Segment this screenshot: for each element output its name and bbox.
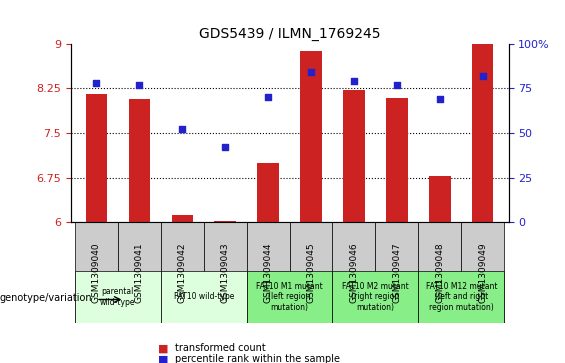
Bar bbox=[332, 271, 418, 323]
Text: GSM1309045: GSM1309045 bbox=[307, 242, 315, 303]
Bar bbox=[472, 44, 493, 223]
Bar bbox=[118, 223, 161, 323]
Text: FAT10 wild-type: FAT10 wild-type bbox=[173, 293, 234, 301]
Text: FAT10 M2 mutant
(right region
mutation): FAT10 M2 mutant (right region mutation) bbox=[342, 282, 409, 312]
Point bbox=[178, 127, 187, 132]
Bar bbox=[418, 271, 504, 323]
Title: GDS5439 / ILMN_1769245: GDS5439 / ILMN_1769245 bbox=[199, 27, 380, 41]
Point bbox=[392, 82, 401, 87]
Point bbox=[435, 96, 444, 102]
Point bbox=[306, 69, 315, 75]
Bar bbox=[461, 223, 504, 323]
Point bbox=[478, 73, 487, 79]
Text: GSM1309040: GSM1309040 bbox=[92, 242, 101, 303]
Bar bbox=[129, 99, 150, 223]
Bar bbox=[215, 221, 236, 223]
Bar bbox=[429, 176, 450, 223]
Bar bbox=[247, 223, 290, 323]
Bar bbox=[204, 223, 247, 323]
Bar bbox=[161, 223, 204, 323]
Point bbox=[349, 78, 358, 84]
Bar bbox=[258, 163, 279, 223]
Bar bbox=[343, 90, 364, 223]
Text: parental
wild-type: parental wild-type bbox=[100, 287, 136, 307]
Bar bbox=[375, 223, 418, 323]
Text: GSM1309044: GSM1309044 bbox=[264, 242, 272, 303]
Text: GSM1309041: GSM1309041 bbox=[135, 242, 144, 303]
Bar bbox=[172, 215, 193, 223]
Bar bbox=[86, 94, 107, 223]
Text: FAT10 M1 mutant
(left region
mutation): FAT10 M1 mutant (left region mutation) bbox=[256, 282, 323, 312]
Point bbox=[135, 82, 144, 87]
Text: ■: ■ bbox=[158, 343, 169, 354]
Bar bbox=[386, 98, 407, 223]
Bar bbox=[247, 271, 332, 323]
Text: transformed count: transformed count bbox=[175, 343, 266, 354]
Text: FAT10 M12 mutant
(left and right
region mutation): FAT10 M12 mutant (left and right region … bbox=[425, 282, 497, 312]
Bar bbox=[332, 223, 375, 323]
Text: GSM1309048: GSM1309048 bbox=[435, 242, 444, 303]
Bar bbox=[300, 51, 321, 223]
Text: ■: ■ bbox=[158, 354, 169, 363]
Bar bbox=[418, 223, 461, 323]
Text: GSM1309047: GSM1309047 bbox=[392, 242, 401, 303]
Text: percentile rank within the sample: percentile rank within the sample bbox=[175, 354, 340, 363]
Text: GSM1309043: GSM1309043 bbox=[221, 242, 229, 303]
Text: genotype/variation: genotype/variation bbox=[0, 293, 93, 303]
Point bbox=[92, 80, 101, 86]
Bar bbox=[75, 271, 161, 323]
Bar bbox=[75, 223, 118, 323]
Bar bbox=[161, 271, 247, 323]
Text: GSM1309046: GSM1309046 bbox=[350, 242, 358, 303]
Point bbox=[264, 94, 273, 100]
Point bbox=[221, 144, 230, 150]
Bar bbox=[290, 223, 332, 323]
Text: GSM1309049: GSM1309049 bbox=[478, 242, 487, 303]
Text: GSM1309042: GSM1309042 bbox=[178, 242, 187, 303]
